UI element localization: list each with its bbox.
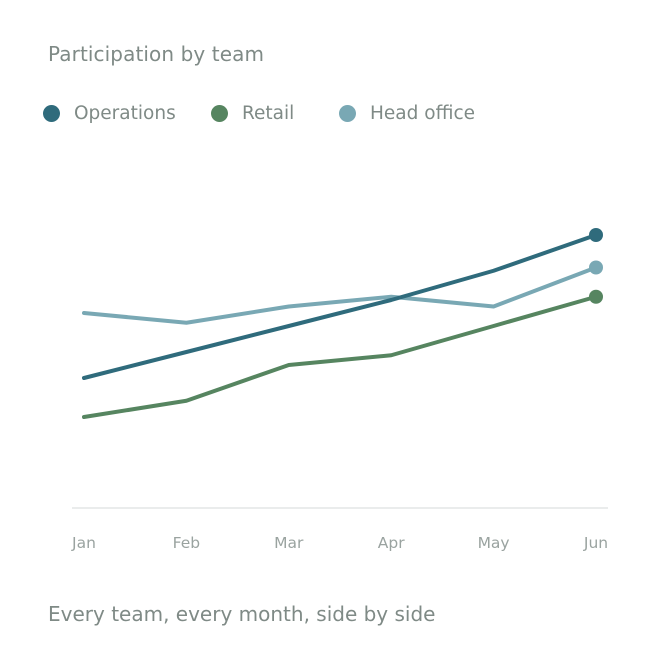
chart-legend: Operations Retail Head office (43, 100, 603, 126)
legend-marker-head-office (339, 104, 356, 122)
legend-label-head-office: Head office (370, 102, 476, 124)
legend-marker-retail (211, 104, 228, 122)
legend-marker-operations (43, 104, 60, 122)
series-line-operations (82, 233, 598, 380)
chart-caption: Every team, every month, side by side (48, 602, 436, 626)
legend-item-operations[interactable]: Operations (43, 100, 176, 126)
end-point-operations[interactable] (589, 228, 603, 242)
legend-label-retail: Retail (242, 102, 295, 124)
x-tick-label: Mar (274, 534, 304, 552)
x-tick-label: Apr (378, 534, 405, 552)
x-tick-label: May (478, 534, 510, 552)
chart-title: Participation by team (48, 42, 265, 66)
legend-item-retail[interactable]: Retail (211, 100, 294, 126)
x-tick-label: Feb (173, 534, 200, 552)
series-line-retail (82, 294, 598, 419)
legend-item-head-office[interactable]: Head office (339, 100, 475, 126)
series-line-head-office (82, 265, 598, 325)
x-tick-label: Jun (583, 534, 608, 552)
x-tick-label: Jan (71, 534, 96, 552)
end-point-head-office[interactable] (589, 260, 603, 275)
legend-label-operations: Operations (74, 102, 176, 124)
end-point-retail[interactable] (589, 289, 603, 304)
